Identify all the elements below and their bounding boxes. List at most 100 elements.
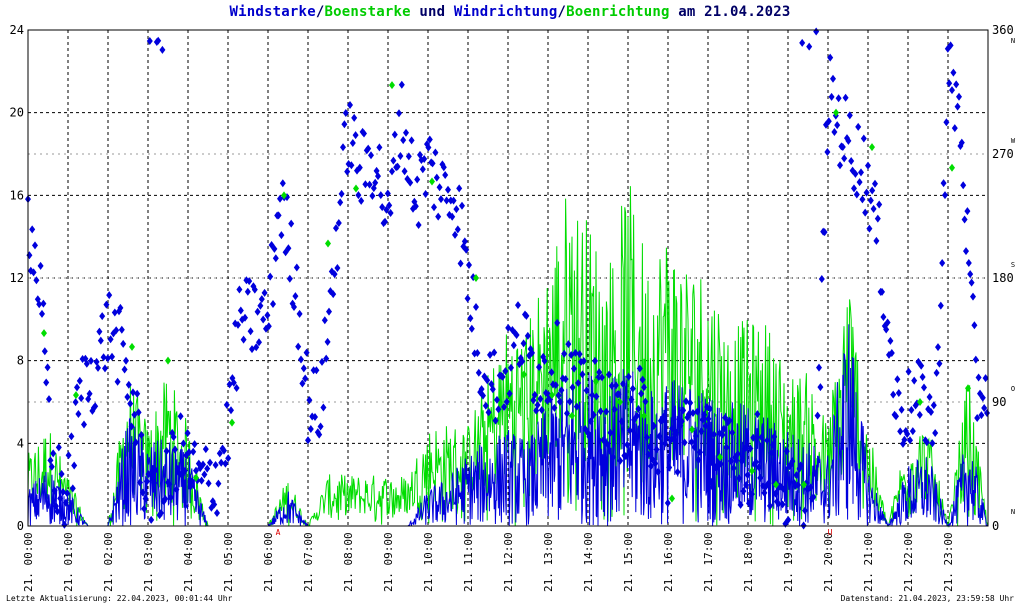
wind-direction-point	[636, 364, 643, 373]
grid-lines	[28, 30, 988, 526]
wind-speed-series	[27, 324, 988, 528]
wind-direction-point	[383, 205, 390, 214]
wind-direction-point	[303, 348, 310, 357]
wind-direction-point	[726, 416, 733, 425]
wind-direction-point	[572, 348, 579, 357]
wind-direction-point	[338, 189, 345, 198]
wind-direction-point	[61, 520, 68, 529]
wind-direction-point	[475, 368, 482, 377]
wind-direction-point	[929, 439, 936, 448]
wind-direction-point	[358, 196, 365, 205]
wind-direction-point	[296, 309, 303, 318]
wind-direction-point	[561, 349, 568, 358]
wind-direction-point	[426, 135, 433, 144]
wind-direction-point	[30, 268, 37, 277]
wind-direction-point	[422, 190, 429, 199]
wind-direction-point	[831, 127, 838, 136]
wind-direction-point	[596, 368, 603, 377]
wind-direction-point	[117, 303, 124, 312]
wind-direction-point	[264, 311, 271, 320]
wind-direction-point	[344, 167, 351, 176]
direction-letter: W	[1011, 137, 1016, 145]
wind-direction-point	[495, 405, 502, 414]
wind-direction-point	[734, 449, 741, 458]
wind-direction-point	[821, 228, 828, 237]
gust-direction-point	[801, 480, 807, 489]
wind-direction-point	[537, 394, 544, 403]
wind-direction-point	[265, 322, 272, 331]
wind-direction-point	[67, 504, 73, 513]
wind-direction-point	[142, 494, 149, 503]
wind-direction-point	[334, 263, 341, 272]
gust-direction-point	[521, 370, 527, 379]
wind-direction-point	[387, 209, 394, 218]
wind-direction-point	[258, 295, 265, 304]
wind-direction-point	[739, 456, 745, 465]
wind-direction-point	[951, 124, 958, 133]
wind-direction-point	[860, 134, 867, 143]
wind-direction-point	[818, 275, 825, 284]
wind-direction-point	[557, 397, 563, 406]
direction-letter: N	[1011, 37, 1015, 45]
wind-direction-point	[429, 159, 436, 168]
wind-direction-point	[384, 189, 391, 198]
wind-direction-point	[40, 299, 47, 308]
wind-direction-point	[466, 261, 472, 270]
wind-direction-point	[482, 401, 489, 410]
gust-direction-point	[229, 418, 235, 427]
wind-direction-point	[180, 439, 187, 448]
wind-direction-point	[106, 291, 113, 300]
wind-direction-point	[694, 407, 701, 416]
wind-direction-point	[515, 301, 521, 310]
wind-direction-point	[368, 151, 374, 160]
wind-direction-point	[130, 388, 136, 397]
right-tick-label: 180	[992, 271, 1014, 285]
wind-direction-point	[520, 339, 527, 348]
wind-direction-point	[242, 313, 248, 322]
wind-direction-point	[124, 392, 131, 401]
wind-direction-point	[331, 270, 338, 279]
wind-speed-line	[27, 324, 988, 528]
wind-direction-point	[361, 129, 367, 138]
wind-direction-point	[118, 325, 125, 334]
wind-direction-point	[141, 504, 148, 513]
wind-direction-point	[403, 128, 409, 137]
wind-direction-point	[834, 121, 841, 130]
wind-direction-point	[873, 236, 880, 245]
wind-direction-point	[615, 390, 622, 399]
wind-direction-point	[271, 244, 278, 253]
wind-direction-point	[379, 203, 386, 212]
wind-direction-point	[967, 270, 974, 279]
wind-direction-point	[949, 86, 955, 95]
x-tick-label: 21. 11:00	[462, 532, 475, 592]
wind-direction-point	[407, 178, 414, 187]
wind-direction-point	[830, 74, 836, 83]
wind-direction-point	[400, 136, 407, 145]
wind-direction-point	[681, 438, 688, 447]
wind-direction-point	[86, 389, 93, 398]
wind-direction-point	[978, 411, 985, 420]
wind-direction-point	[335, 218, 342, 227]
wind-direction-point	[457, 259, 464, 268]
wind-direction-point	[940, 179, 947, 188]
left-tick-label: 24	[10, 23, 24, 37]
wind-direction-point	[71, 461, 78, 470]
wind-direction-point	[697, 448, 703, 457]
wind-direction-point	[655, 467, 661, 476]
wind-direction-point	[138, 431, 145, 440]
gust-direction-point	[129, 342, 135, 351]
wind-direction-point	[653, 445, 660, 454]
wind-direction-point	[317, 422, 324, 431]
wind-direction-point	[817, 383, 824, 392]
wind-direction-point	[698, 427, 705, 436]
wind-direction-point	[587, 417, 594, 426]
wind-direction-point	[254, 307, 261, 316]
wind-direction-point	[852, 169, 859, 178]
wind-direction-point	[845, 136, 852, 145]
wind-direction-point	[688, 437, 695, 446]
wind-direction-point	[933, 368, 940, 377]
wind-direction-point	[743, 481, 750, 490]
wind-direction-point	[970, 292, 976, 301]
wind-direction-point	[963, 247, 969, 256]
wind-direction-point	[501, 403, 507, 412]
